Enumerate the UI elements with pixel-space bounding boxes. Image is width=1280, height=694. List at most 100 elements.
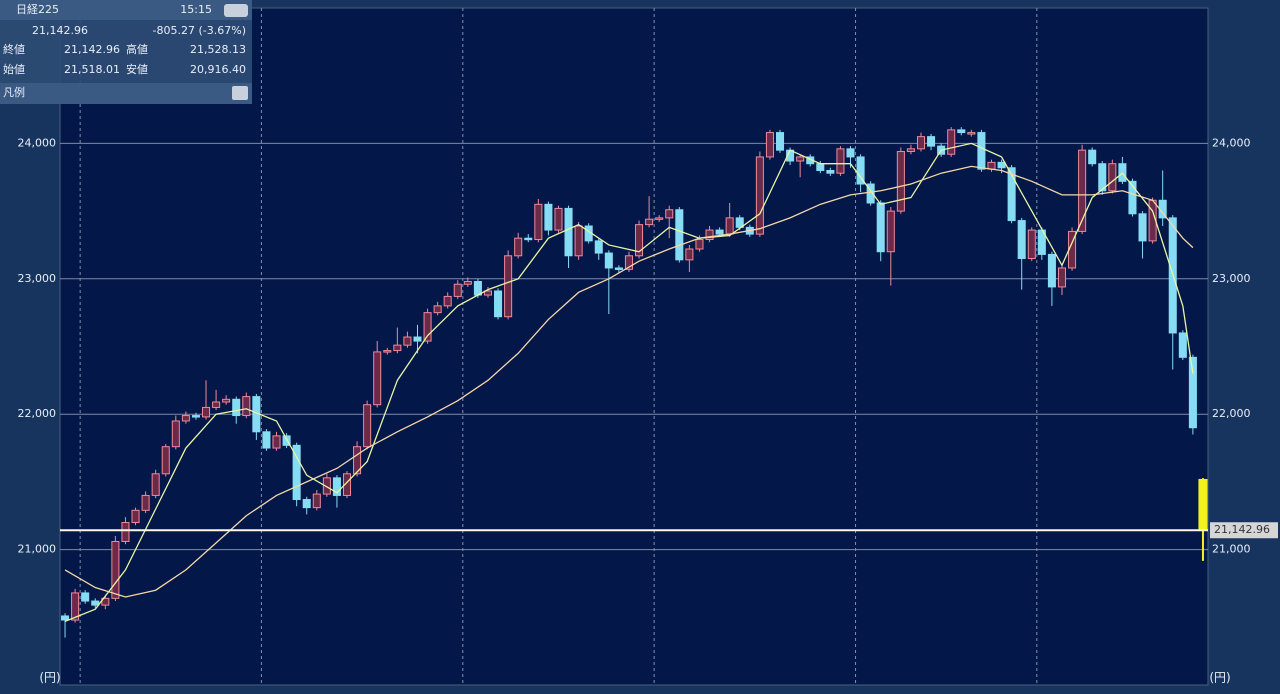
candle-body xyxy=(765,132,774,158)
candle-body xyxy=(242,396,251,417)
candle-body xyxy=(755,156,764,235)
legend-button[interactable] xyxy=(232,86,248,100)
candle-body xyxy=(534,203,543,241)
candle-body xyxy=(645,218,654,226)
candle-body xyxy=(816,163,825,171)
candle-body xyxy=(967,132,976,135)
candle-body xyxy=(141,494,150,511)
plot-area xyxy=(59,7,1209,686)
candle-body xyxy=(121,522,130,542)
candle-body xyxy=(554,207,563,231)
candle-body xyxy=(383,350,392,353)
candle-body xyxy=(191,415,200,418)
y-tick-label: 22,000 xyxy=(1212,407,1251,420)
candle-body xyxy=(262,431,271,449)
index-name: 日経225 xyxy=(16,3,59,16)
close-value: 21,142.96 xyxy=(64,43,120,56)
candle-body xyxy=(826,169,835,174)
candle-body xyxy=(977,132,986,170)
candle-body xyxy=(604,252,613,269)
candle-body xyxy=(916,136,926,150)
candle-body xyxy=(725,217,734,235)
candle-body xyxy=(322,477,331,495)
candle-body xyxy=(896,151,905,212)
candle-body xyxy=(494,290,503,318)
candle-body xyxy=(171,420,180,448)
candle-body xyxy=(886,210,895,253)
candle-body xyxy=(705,229,714,241)
y-tick-label: 21,000 xyxy=(18,543,57,556)
candle-body xyxy=(735,217,744,228)
candle-body xyxy=(232,398,241,417)
toggle-button[interactable] xyxy=(224,4,248,17)
candle-body xyxy=(312,493,321,509)
candle-body xyxy=(353,446,362,475)
y-unit: (円) xyxy=(39,671,60,685)
candle-body xyxy=(201,406,211,418)
candle-body xyxy=(836,148,845,174)
change: -805.27 (-3.67%) xyxy=(153,24,246,37)
panel-header xyxy=(0,0,252,20)
time: 15:15 xyxy=(180,3,212,16)
low-value: 20,916.40 xyxy=(190,63,246,76)
candle-body xyxy=(1057,267,1067,288)
candle-body xyxy=(1007,167,1016,222)
candle-body xyxy=(675,209,684,261)
price: 21,142.96 xyxy=(32,24,88,37)
candle-body xyxy=(222,398,231,403)
candle-body xyxy=(181,415,190,422)
candle-body xyxy=(292,444,301,501)
candle-body xyxy=(635,224,644,257)
candle-body xyxy=(796,156,805,162)
candle-body xyxy=(594,240,603,254)
candle-body xyxy=(1188,356,1197,429)
candle-body xyxy=(1198,478,1208,531)
candle-body xyxy=(111,540,120,599)
plot: 21,000 21,000 22,000 22,000 23,000 23,000 24,0… xyxy=(18,8,1251,685)
candle-body xyxy=(1178,332,1187,358)
legend-label: 凡例 xyxy=(3,85,25,99)
candle-body xyxy=(927,136,936,147)
high-value: 21,528.13 xyxy=(190,43,246,56)
candle-body xyxy=(453,283,462,297)
candle-body xyxy=(524,237,533,241)
last-price-label: 21,142.96 xyxy=(1214,523,1270,536)
candle-body xyxy=(544,203,553,231)
candle-body xyxy=(957,129,966,134)
candle-body xyxy=(614,267,623,270)
candle-body xyxy=(1138,213,1147,242)
candle-body xyxy=(131,509,140,524)
candle-body xyxy=(1078,149,1087,232)
last-price-box xyxy=(1210,522,1278,539)
candle-body xyxy=(906,148,915,153)
candle-body xyxy=(1108,163,1117,192)
candle-body xyxy=(846,148,855,158)
candle-body xyxy=(665,209,674,219)
open-value: 21,518.01 xyxy=(64,63,120,76)
candle-body xyxy=(685,248,694,261)
candle-body xyxy=(342,473,352,496)
candle-body xyxy=(574,225,583,257)
legend-bar[interactable] xyxy=(0,83,252,104)
low-label: 安値 xyxy=(126,62,148,76)
moving-average xyxy=(64,142,1194,622)
candle-body xyxy=(1047,253,1056,288)
candle-body xyxy=(272,435,281,449)
candle-body xyxy=(423,312,432,342)
candle-body xyxy=(947,129,956,155)
candle-body xyxy=(483,290,493,296)
candle-body xyxy=(715,229,724,235)
candle-body xyxy=(433,305,442,314)
y-tick-label: 24,000 xyxy=(18,136,57,149)
candle-body xyxy=(1098,163,1107,192)
quote-panel: 日経225 15:15 21,142.96 -805.27 (-3.67%) 終… xyxy=(0,0,252,104)
candle-body xyxy=(443,295,452,307)
candle-body xyxy=(302,499,311,509)
candle-body xyxy=(997,161,1006,169)
candle-body xyxy=(81,592,90,602)
candle-body xyxy=(866,183,875,204)
close-label: 終値 xyxy=(3,42,25,56)
open-label: 始値 xyxy=(3,62,25,76)
